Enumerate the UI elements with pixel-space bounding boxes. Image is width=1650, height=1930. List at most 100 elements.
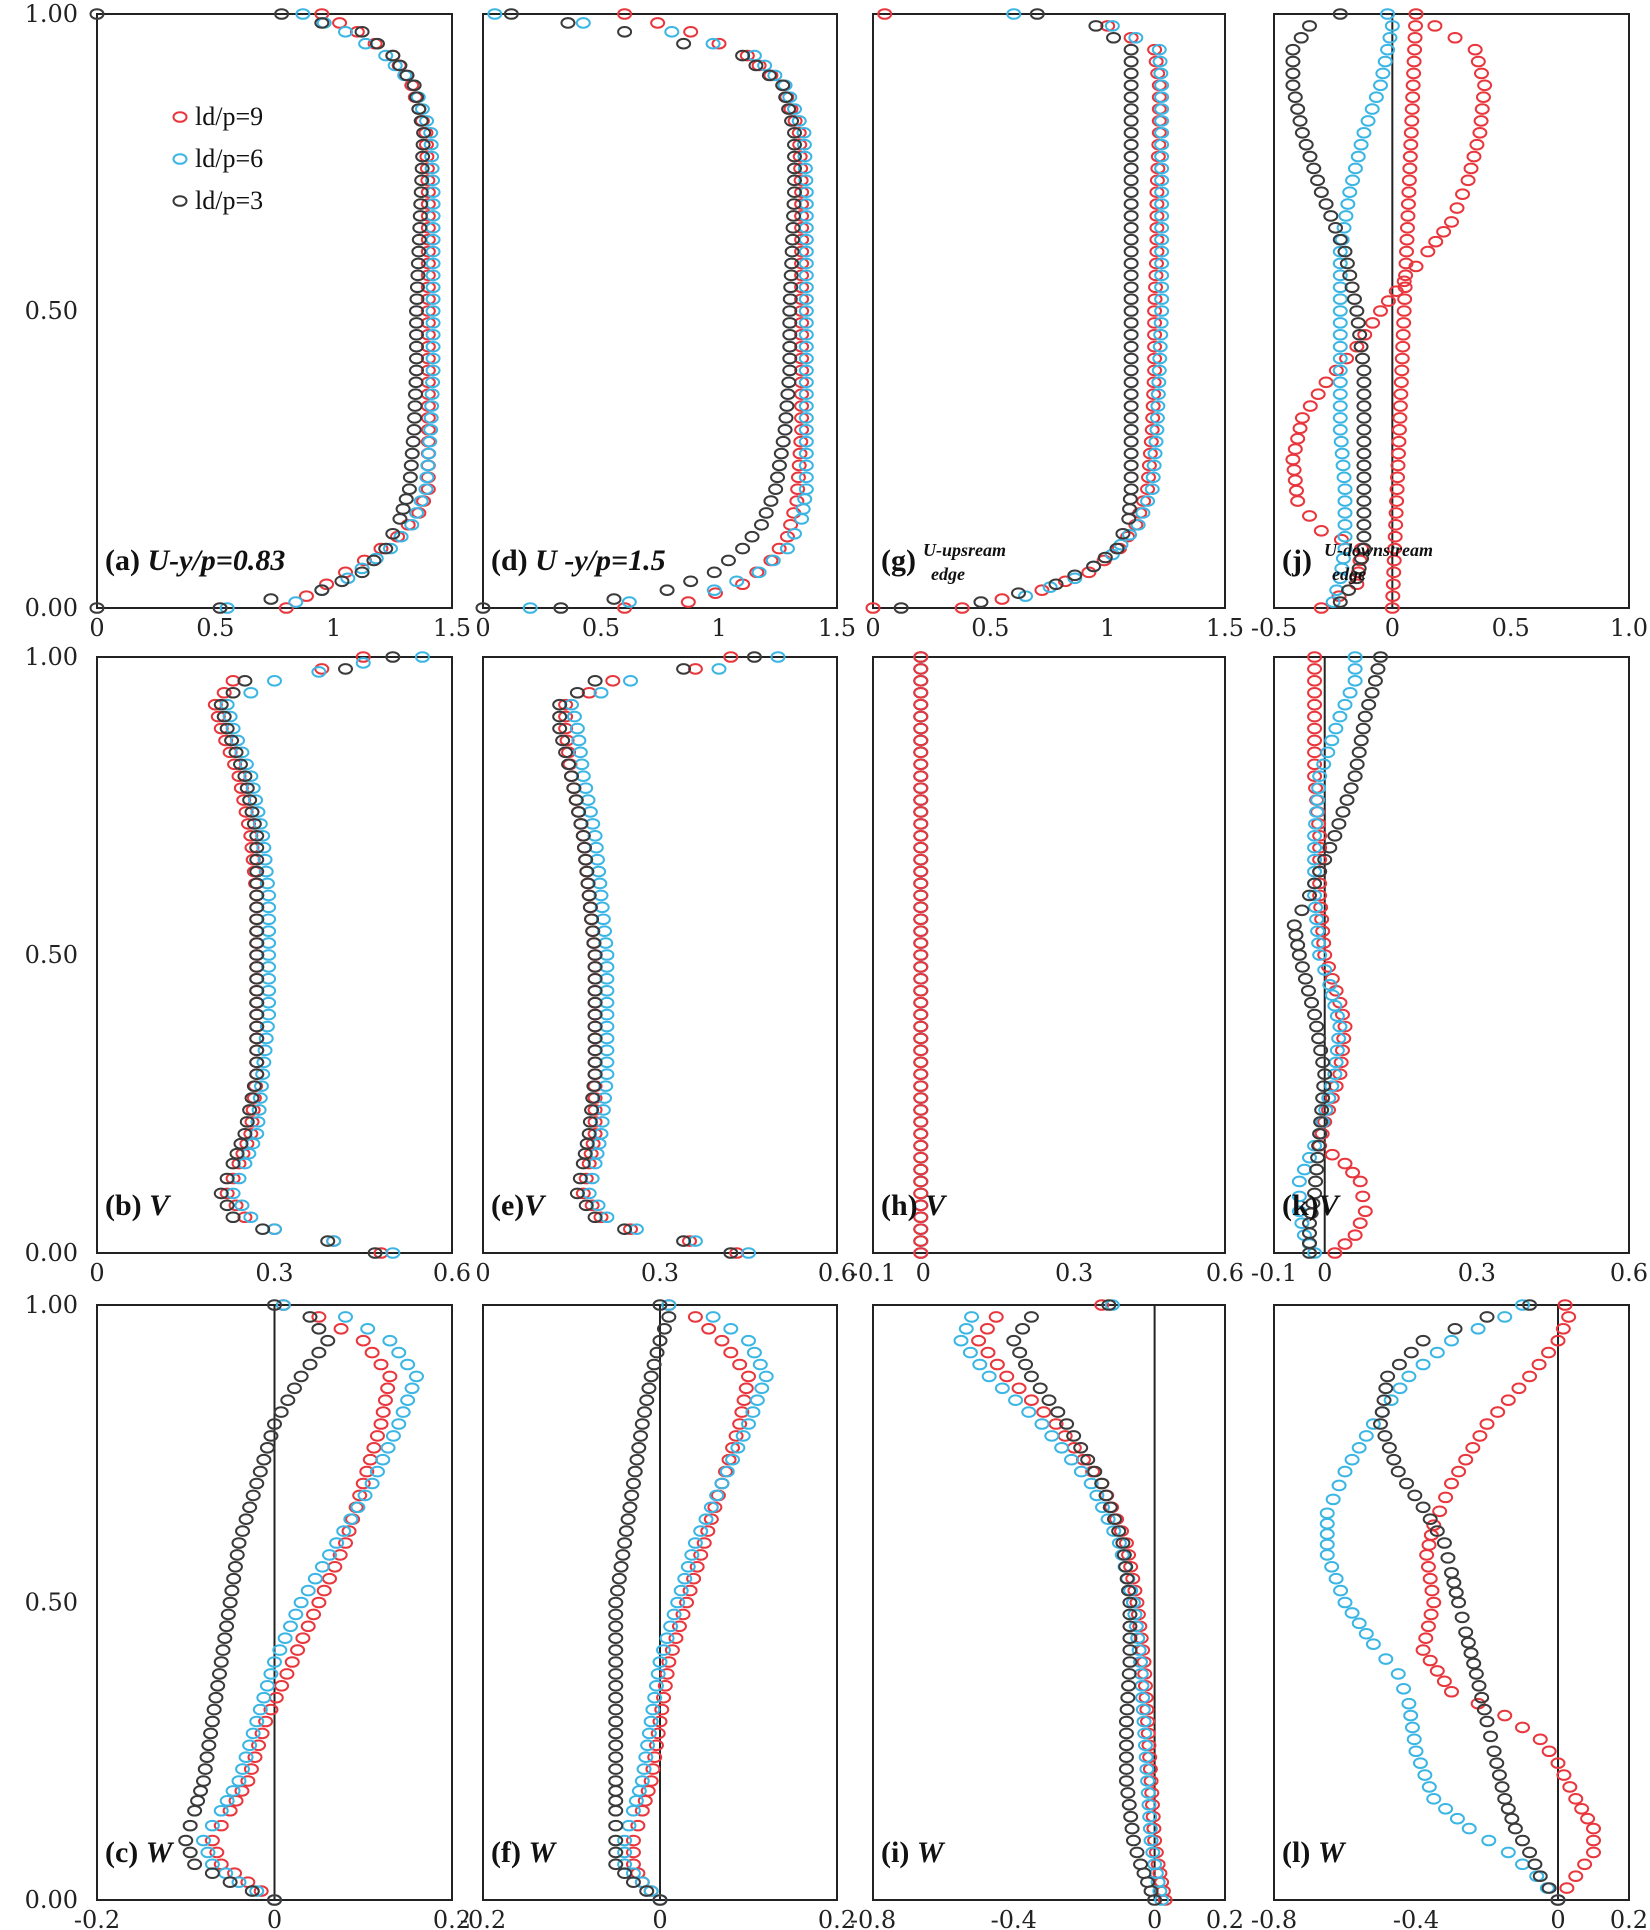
data-point: [238, 1751, 254, 1763]
panel-label: (d) U -y/p=1.5: [491, 544, 666, 577]
x-tick-label: -0.2: [460, 1906, 506, 1930]
data-point: [409, 352, 424, 365]
data-point: [1586, 1846, 1601, 1859]
data-point: [222, 710, 238, 723]
data-point: [1458, 1453, 1474, 1466]
data-point: [1394, 364, 1410, 377]
data-point: [676, 663, 692, 675]
data-point: [625, 1477, 641, 1490]
data-point: [366, 1442, 382, 1454]
data-point: [213, 1804, 229, 1817]
panel-label: (l) W: [1282, 1836, 1347, 1869]
data-point: [1149, 245, 1165, 258]
data-point: [1356, 388, 1372, 400]
data-point: [1332, 400, 1348, 412]
data-point: [1403, 138, 1419, 151]
data-point: [225, 675, 241, 687]
data-point: [1332, 257, 1348, 270]
data-point: [608, 1644, 624, 1656]
data-point: [1352, 1217, 1368, 1229]
data-point: [1415, 1358, 1431, 1371]
data-point: [219, 1172, 235, 1185]
data-point: [723, 651, 739, 663]
data-point: [745, 1406, 761, 1418]
data-point: [243, 770, 259, 783]
data-point: [559, 734, 575, 747]
data-point: [1470, 1323, 1486, 1335]
data-point: [913, 853, 929, 866]
data-point: [701, 1323, 717, 1335]
data-point: [1405, 91, 1421, 103]
data-point: [1332, 596, 1348, 608]
data-point: [1310, 174, 1326, 187]
data-point: [1328, 222, 1344, 234]
data-point: [89, 8, 105, 20]
data-point: [256, 1453, 272, 1466]
data-point: [399, 69, 415, 82]
data-point: [420, 269, 436, 282]
data-point: [1123, 115, 1139, 127]
data-point: [1321, 961, 1337, 973]
data-point: [1461, 1822, 1477, 1835]
data-point: [243, 686, 259, 699]
data-point: [1152, 352, 1168, 365]
data-point: [252, 1092, 268, 1104]
data-point: [1153, 317, 1169, 329]
data-point: [652, 1334, 668, 1347]
panel-i: -0.8 -0.4 0 0.2(i) W: [850, 1299, 1244, 1930]
data-point: [798, 257, 814, 270]
data-point: [391, 1418, 407, 1430]
data-point: [1315, 1092, 1331, 1104]
data-point: [249, 1032, 265, 1045]
data-point: [558, 746, 574, 759]
data-point: [1515, 1721, 1530, 1734]
data-point: [794, 364, 810, 377]
data-point: [1286, 464, 1302, 476]
data-point: [1336, 222, 1352, 234]
data-point: [1154, 281, 1170, 294]
data-point: [1360, 115, 1376, 127]
data-point: [785, 233, 801, 246]
data-point: [1559, 1882, 1575, 1894]
series-ld/p=3: [552, 651, 762, 1259]
data-point: [1123, 186, 1139, 198]
data-point: [552, 710, 568, 723]
data-point: [798, 412, 814, 424]
data-point: [248, 794, 264, 806]
data-point: [338, 663, 353, 675]
x-tick-label: 1.5: [433, 614, 471, 642]
plot-frame: [1273, 13, 1630, 609]
data-point: [1123, 376, 1139, 389]
data-point: [404, 1382, 420, 1395]
data-point: [1396, 317, 1412, 329]
data-point: [1479, 1311, 1495, 1323]
data-point: [631, 1442, 647, 1454]
data-point: [1395, 340, 1411, 353]
data-point: [405, 435, 421, 448]
data-point: [1337, 1465, 1353, 1478]
data-point: [1285, 55, 1301, 68]
data-point: [1511, 1382, 1527, 1395]
data-point: [252, 1465, 268, 1478]
data-point: [219, 722, 235, 735]
data-point: [1102, 1501, 1118, 1514]
data-point: [249, 841, 265, 854]
data-point: [1310, 388, 1326, 400]
data-point: [1426, 1596, 1442, 1609]
data-point: [409, 305, 424, 317]
data-point: [258, 865, 274, 878]
data-point: [249, 1068, 265, 1080]
data-point: [1321, 1092, 1337, 1104]
data-point: [1094, 1477, 1110, 1490]
data-point: [1141, 459, 1157, 472]
data-point: [1328, 722, 1344, 735]
x-tick-label: 0: [1147, 1906, 1162, 1930]
data-point: [1429, 1346, 1445, 1359]
data-point: [1332, 364, 1348, 377]
data-point: [1318, 376, 1334, 389]
data-point: [913, 1235, 929, 1247]
data-point: [322, 1549, 338, 1561]
data-point: [228, 746, 244, 759]
data-point: [1337, 530, 1353, 543]
data-point: [267, 1299, 282, 1311]
